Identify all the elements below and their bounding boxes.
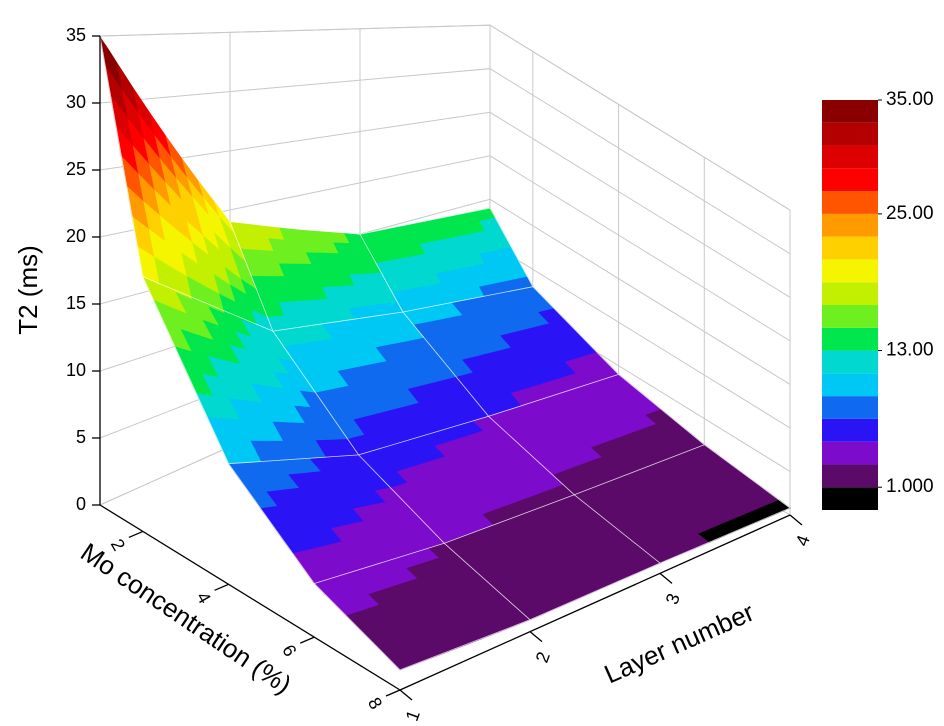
z-tick-label: 0 <box>76 494 86 514</box>
z-tick-label: 5 <box>76 427 86 447</box>
y-tick <box>300 636 315 644</box>
colorbar-band <box>822 213 878 237</box>
colorbar-band <box>822 487 878 510</box>
y-axis <box>99 504 401 691</box>
y-tick-label: 4 <box>192 588 214 607</box>
x-tick <box>789 514 803 526</box>
y-tick-label: 6 <box>278 641 300 660</box>
colorbar-tick-label: 25.00 <box>886 203 934 224</box>
colorbar-band <box>822 191 878 214</box>
y-tick <box>385 689 401 697</box>
colorbar-band <box>822 396 878 419</box>
y-tick <box>128 530 144 539</box>
surface-mesh-line <box>228 374 619 465</box>
surface-mesh-line <box>399 507 791 671</box>
colorbar-band <box>822 168 878 192</box>
y-axis-label: Mo concentration (%) <box>75 537 297 700</box>
x-axis <box>399 514 791 691</box>
colorbar-band <box>822 305 878 328</box>
colorbar-band <box>822 327 878 351</box>
surface-mesh-line <box>314 444 705 584</box>
x-tick-label: 1 <box>402 707 424 723</box>
grid-line <box>99 24 791 211</box>
z-tick-label: 15 <box>66 293 86 313</box>
colorbar-band <box>822 122 878 146</box>
surface-mesh-line <box>99 35 491 235</box>
x-axis-label: Layer number <box>600 597 759 690</box>
z-axis-label: T2 (ms) <box>13 245 43 335</box>
colorbar-tick-label: 35.00 <box>886 89 934 110</box>
surface-mesh-line <box>142 276 533 332</box>
colorbar-band <box>822 259 878 283</box>
x-tick-label: 4 <box>792 532 814 548</box>
colorbar-tick-label: 1.000 <box>886 476 934 497</box>
z-tick-label: 25 <box>66 159 86 179</box>
x-tick-label: 3 <box>662 591 684 607</box>
colorbar-band <box>822 236 878 260</box>
z-tick-label: 10 <box>66 360 86 380</box>
colorbar-band <box>822 145 878 169</box>
colorbar-band <box>822 418 878 442</box>
x-tick <box>659 572 673 584</box>
mesh <box>99 35 791 671</box>
z-tick-label: 35 <box>66 25 86 45</box>
colorbar-band <box>822 100 878 123</box>
colorbar: 1.000 13.00 25.00 35.00 <box>822 89 934 510</box>
z-tick-label: 30 <box>66 92 86 112</box>
y-tick-label: 8 <box>364 694 386 713</box>
x-tick <box>529 631 543 643</box>
colorbar-band <box>822 373 878 397</box>
colorbar-band <box>822 350 878 374</box>
x-tick <box>399 689 413 701</box>
y-tick <box>214 583 229 591</box>
colorbar-band <box>822 282 878 305</box>
x-tick-label: 2 <box>532 649 554 665</box>
z-tick-label: 20 <box>66 226 86 246</box>
colorbar-band <box>822 441 878 465</box>
colorbar-tick-label: 13.00 <box>886 340 934 361</box>
surface <box>99 35 791 671</box>
colorbar-band <box>822 464 878 488</box>
